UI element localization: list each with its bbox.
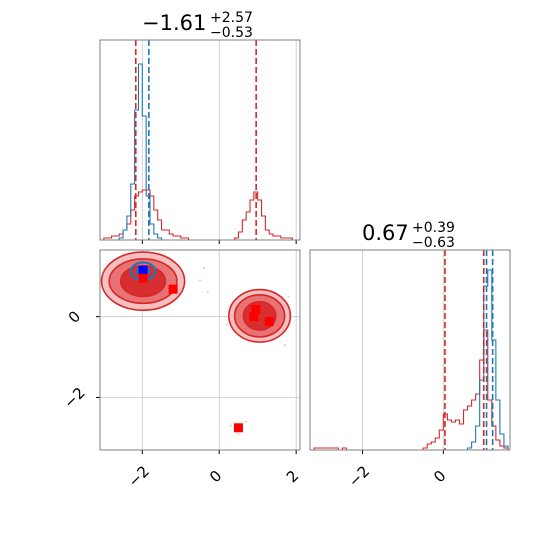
axes-frame bbox=[99, 249, 301, 451]
sample-point bbox=[199, 279, 201, 282]
title-sup: +0.39 bbox=[412, 220, 455, 236]
marker-point bbox=[138, 273, 148, 283]
sample-point bbox=[245, 420, 248, 423]
axes-frame bbox=[309, 249, 511, 451]
y-tick-label: 0 bbox=[65, 307, 84, 326]
title-sub: −0.63 bbox=[412, 235, 455, 251]
sample-point bbox=[287, 295, 290, 298]
marker-point bbox=[249, 312, 259, 322]
marker-point bbox=[251, 304, 261, 314]
histogram-panel-bottom-right: −2 0 bbox=[309, 249, 511, 491]
histogram-series bbox=[100, 189, 297, 241]
sample-point bbox=[226, 323, 228, 326]
marker-point bbox=[138, 265, 148, 275]
sample-point bbox=[283, 344, 286, 346]
sample-point bbox=[206, 291, 209, 294]
title-sup: +2.57 bbox=[210, 10, 253, 26]
x-tick-label: −2 bbox=[345, 462, 373, 490]
marker-point bbox=[233, 423, 243, 433]
title-top-left: −1.61 +2.57 −0.53 bbox=[142, 10, 253, 41]
histogram-series bbox=[118, 63, 163, 240]
title-main: 0.67 bbox=[362, 221, 409, 245]
axes-frame bbox=[99, 39, 301, 241]
x-tick-label: −2 bbox=[125, 462, 153, 490]
title-main: −1.61 bbox=[142, 11, 206, 35]
title-sub: −0.53 bbox=[210, 25, 253, 41]
histogram-series bbox=[310, 329, 509, 451]
sample-point bbox=[237, 432, 240, 435]
x-tick-label: 0 bbox=[206, 467, 225, 486]
marker-point bbox=[264, 317, 274, 327]
sample-point bbox=[229, 424, 232, 427]
marker-point bbox=[168, 284, 178, 294]
x-tick-label: 2 bbox=[283, 467, 302, 486]
sample-point bbox=[202, 267, 205, 270]
histogram-panel-top-left bbox=[99, 39, 301, 244]
contour-panel-bottom-left: −2 0 2 −2 0 bbox=[60, 249, 302, 491]
title-bottom-right: 0.67 +0.39 −0.63 bbox=[362, 220, 455, 251]
y-tick-label: −2 bbox=[60, 384, 88, 412]
x-tick-label: 0 bbox=[430, 467, 449, 486]
histogram-series bbox=[467, 269, 509, 450]
